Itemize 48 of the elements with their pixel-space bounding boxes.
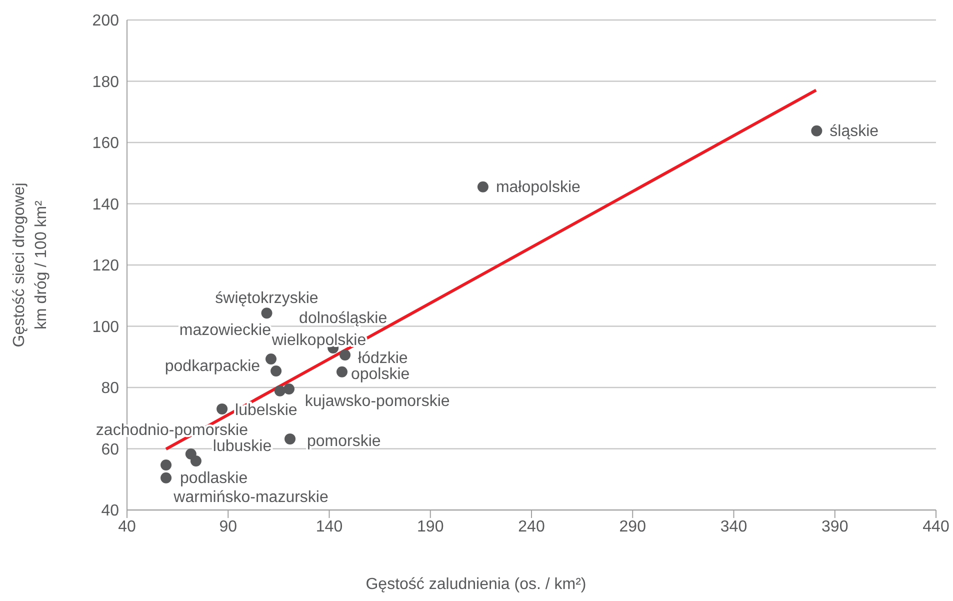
annotation: dolnośląskie xyxy=(299,310,388,327)
annotation: warmińsko-mazurskie xyxy=(172,488,328,506)
point xyxy=(266,354,276,365)
y-tick-label: 160 xyxy=(92,135,120,152)
annotation: podlaskie xyxy=(180,470,248,487)
point xyxy=(270,365,282,376)
point xyxy=(811,125,822,136)
x-tick-label: 140 xyxy=(316,518,343,536)
annotation: opolskie xyxy=(350,366,410,383)
x-tick-label: 40 xyxy=(118,518,136,536)
y-tick-label: 100 xyxy=(92,318,120,336)
point xyxy=(261,308,272,319)
annotation: lubelskie xyxy=(235,402,298,419)
annotation: śląskie xyxy=(830,122,879,140)
y-tick-label: 80 xyxy=(101,380,120,398)
y-tick-label: 140 xyxy=(92,196,120,214)
x-tick-label: 190 xyxy=(417,518,444,536)
annotation: lubuskie xyxy=(212,438,272,455)
point xyxy=(336,366,348,378)
annotation: mazowieckie xyxy=(179,322,272,340)
annotation: podkarpackie xyxy=(164,358,260,375)
point xyxy=(190,456,202,466)
point xyxy=(274,385,286,396)
point xyxy=(284,433,296,444)
y-tick-label: 120 xyxy=(92,258,120,275)
y-tick-label: 60 xyxy=(101,441,120,458)
x-tick-label: 440 xyxy=(922,518,950,536)
annotation: łódzkie xyxy=(358,350,408,368)
point xyxy=(160,459,172,470)
annotation: świętokrzyskie xyxy=(215,290,318,308)
annotation: kujawsko-pomorskie xyxy=(304,392,450,410)
point xyxy=(477,181,488,192)
y-axis-title: Gęstość sieci drogowej km dróg / 100 km² xyxy=(11,182,50,348)
x-tick-label: 390 xyxy=(822,518,848,536)
annotation: małopolskie xyxy=(496,178,581,196)
point xyxy=(284,384,294,395)
x-tick-label: 340 xyxy=(720,518,748,536)
x-axis-title: Gęstość zaludnienia (os. / km²) xyxy=(366,576,586,593)
x-tick-label: 290 xyxy=(619,518,646,536)
x-tick-label: 90 xyxy=(219,518,238,536)
annotation: pomorskie xyxy=(307,432,381,450)
point xyxy=(340,350,351,361)
y-tick-label: 200 xyxy=(92,12,120,30)
y-tick-label: 180 xyxy=(92,74,120,91)
x-tick-label: 240 xyxy=(518,518,545,536)
y-tick-label: 40 xyxy=(101,502,120,520)
point xyxy=(160,472,172,484)
point xyxy=(216,403,228,414)
